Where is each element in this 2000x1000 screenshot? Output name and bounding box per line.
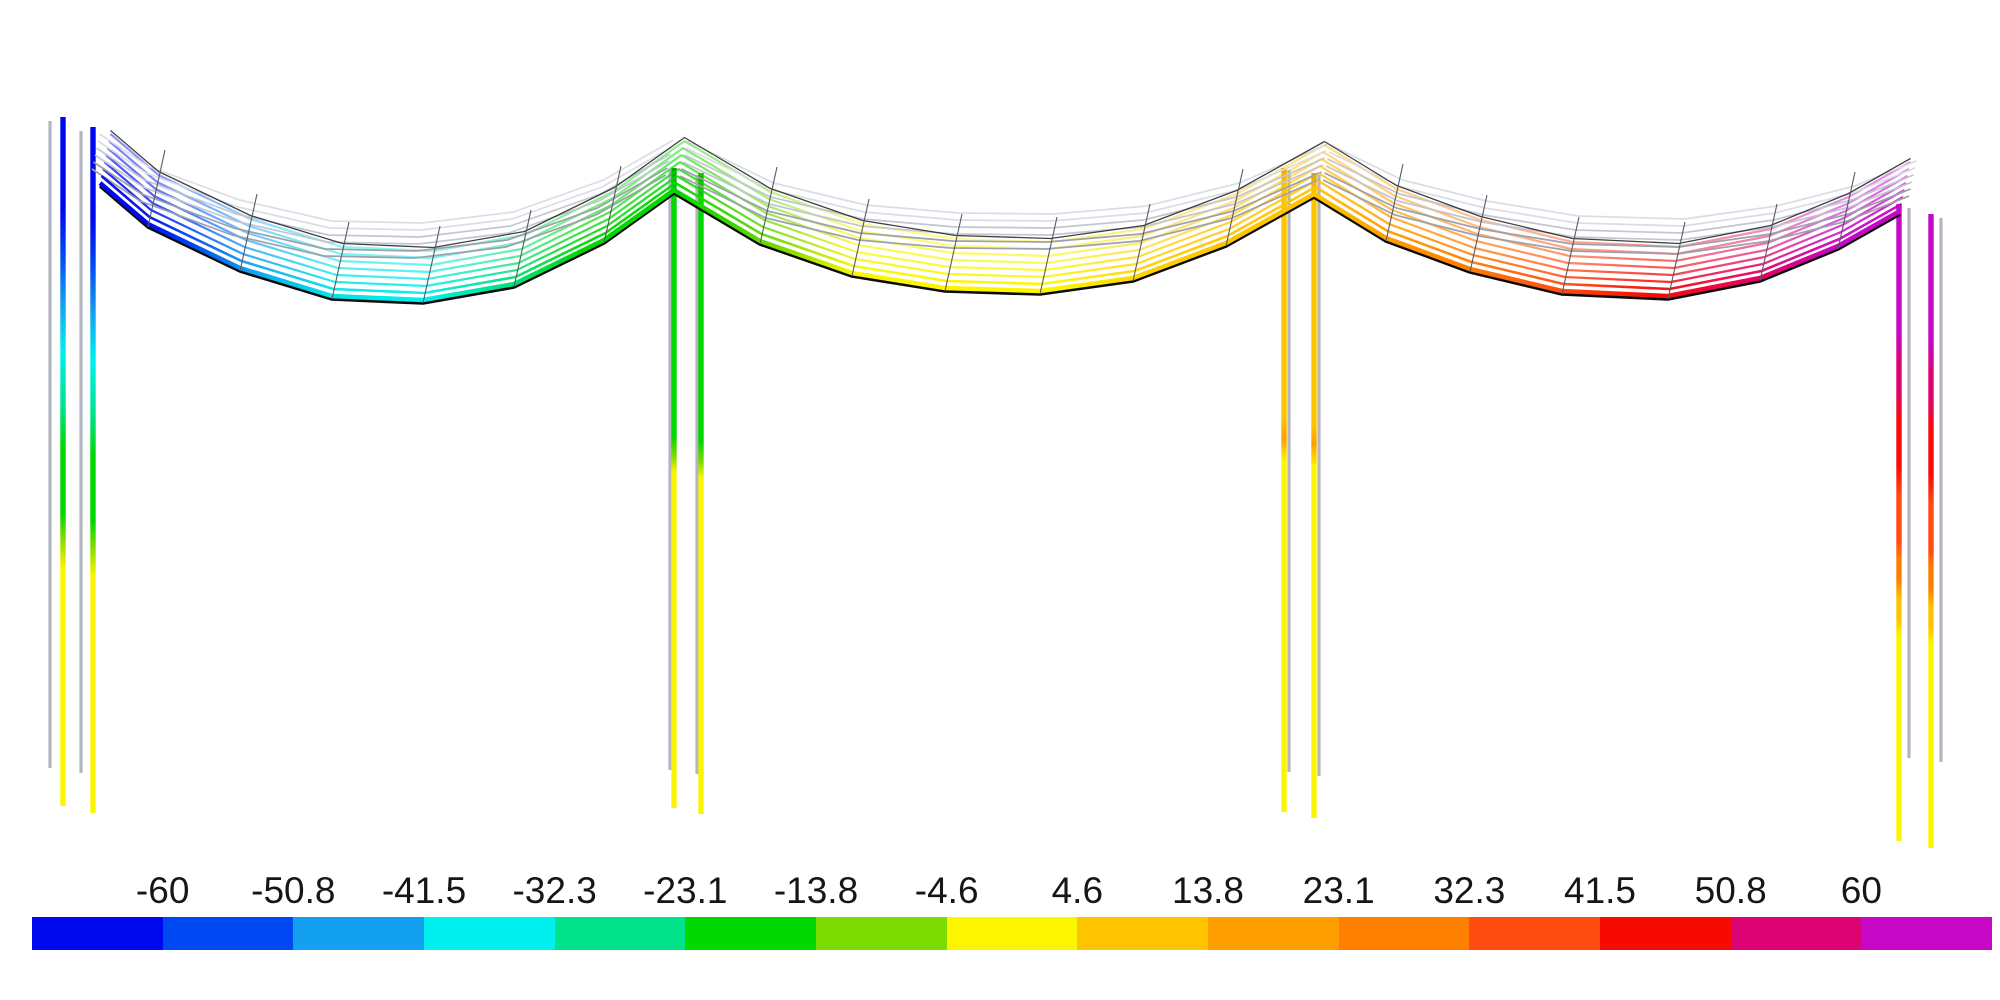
span-3-cable-copy bbox=[1319, 165, 1907, 270]
span-2-cable-copy bbox=[682, 147, 1324, 251]
span-1-node-tick bbox=[239, 193, 258, 272]
span-1-cable-copy bbox=[106, 147, 683, 267]
span-2-wireframe-cable bbox=[685, 147, 1327, 222]
span-2-wireframe-cable bbox=[682, 161, 1324, 236]
span-2-node-tick bbox=[1225, 168, 1244, 247]
span-2-node-tick bbox=[1132, 203, 1151, 282]
span-1-node-tick bbox=[513, 209, 532, 288]
span-1-cable-copy bbox=[108, 140, 684, 260]
span-2-node-tick bbox=[944, 213, 963, 292]
span-2-wireframe-cable bbox=[681, 168, 1322, 243]
span-3-wireframe-cable bbox=[1330, 144, 1917, 220]
span-1-wireframe-cable bbox=[91, 168, 667, 259]
span-2-node-tick bbox=[851, 198, 870, 277]
span-3-wireframe-cable bbox=[1325, 165, 1913, 241]
span-2-cable-copy bbox=[676, 175, 1318, 279]
span-2-cable-copy bbox=[677, 168, 1320, 272]
span-3-node-tick bbox=[1469, 194, 1488, 273]
span-1-outline-bottom bbox=[98, 184, 675, 305]
span-2-cable-copy bbox=[674, 181, 1317, 286]
span-1-cable-copy bbox=[102, 168, 678, 288]
span-2-wireframe-cable bbox=[684, 154, 1325, 229]
span-2-wireframe-cable bbox=[679, 175, 1321, 250]
span-3-cable-copy bbox=[1317, 172, 1906, 277]
span-3-wireframe-cable bbox=[1322, 179, 1910, 255]
span-2-node-tick bbox=[1039, 216, 1058, 295]
span-2-cable-copy bbox=[679, 161, 1321, 265]
span-3-wireframe-cable bbox=[1324, 172, 1911, 248]
span-2-outline-top bbox=[684, 136, 1325, 240]
span-3-node-tick bbox=[1561, 216, 1580, 295]
span-3-cable-copy bbox=[1322, 151, 1910, 256]
span-1-wireframe-cable bbox=[99, 133, 674, 224]
span-1-node-tick bbox=[331, 221, 350, 300]
span-1-cable-copy bbox=[100, 175, 677, 295]
span-3-node-tick bbox=[1385, 163, 1404, 242]
span-3-node-tick bbox=[1837, 171, 1856, 250]
span-2-cable-copy bbox=[680, 154, 1323, 258]
span-1-wireframe-cable bbox=[97, 140, 673, 231]
span-2-wireframe-cable bbox=[687, 140, 1328, 215]
span-1-node-tick bbox=[147, 149, 166, 228]
span-3-node-tick bbox=[1667, 221, 1686, 300]
span-3-node-tick bbox=[1759, 203, 1778, 282]
span-1-node-tick bbox=[422, 225, 441, 304]
span-1-node-tick bbox=[603, 165, 622, 244]
span-3-cable-copy bbox=[1314, 185, 1903, 291]
span-1-wireframe-cable bbox=[94, 154, 670, 245]
span-1-cable-copy bbox=[103, 161, 680, 281]
span-2-outline-bottom bbox=[673, 191, 1315, 296]
span-2-cable-copy bbox=[683, 140, 1326, 244]
span-3-cable-copy bbox=[1320, 158, 1909, 263]
span-3-cable-copy bbox=[1316, 179, 1904, 284]
span-3-wireframe-cable bbox=[1328, 151, 1916, 227]
span-3-cable-front bbox=[1312, 192, 1902, 299]
span-1-cable-copy bbox=[109, 133, 686, 253]
span-2-cable-front bbox=[672, 188, 1316, 294]
span-3-outline-top bbox=[1324, 140, 1911, 245]
span-3-cable-copy bbox=[1323, 144, 1912, 249]
span-1-wireframe-cable bbox=[96, 147, 671, 238]
span-3-wireframe-cable bbox=[1327, 158, 1914, 234]
span-1-cable-front bbox=[98, 181, 676, 303]
span-1-wireframe-cable bbox=[93, 161, 668, 252]
span-1-cable-copy bbox=[105, 154, 681, 274]
span-1-outline-top bbox=[110, 130, 685, 249]
span-3-outline-bottom bbox=[1313, 195, 1901, 301]
span-2-node-tick bbox=[759, 166, 778, 245]
